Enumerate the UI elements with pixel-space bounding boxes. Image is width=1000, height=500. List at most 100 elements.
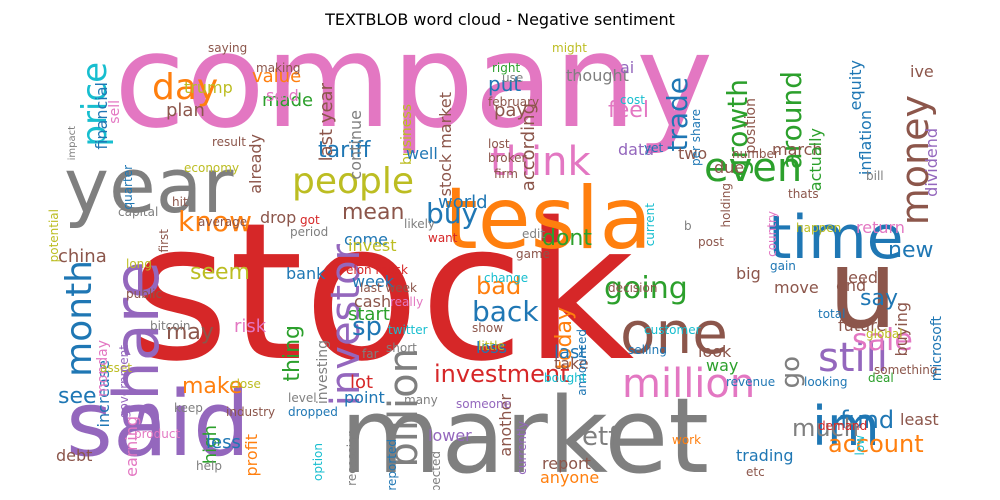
cloud-word: expected bbox=[429, 451, 443, 490]
cloud-word: china bbox=[58, 246, 107, 267]
cloud-word: profit bbox=[242, 434, 261, 477]
cloud-word: know bbox=[178, 205, 252, 238]
cloud-word: point bbox=[344, 388, 385, 407]
cloud-word: least bbox=[900, 410, 939, 429]
cloud-word: thing bbox=[280, 325, 305, 382]
cloud-word: move bbox=[774, 278, 819, 297]
cloud-word: etc bbox=[746, 465, 765, 479]
cloud-word: tariff bbox=[318, 138, 371, 163]
cloud-word: edit bbox=[522, 227, 546, 241]
cloud-word: twitter bbox=[388, 323, 428, 337]
cloud-word: plan bbox=[166, 100, 205, 121]
cloud-word: going bbox=[604, 271, 688, 306]
cloud-word: economy bbox=[184, 161, 240, 175]
cloud-word: revenue bbox=[726, 375, 776, 389]
cloud-word: want bbox=[428, 231, 458, 245]
cloud-word: game bbox=[516, 247, 551, 261]
cloud-word: elon musk bbox=[346, 263, 408, 277]
cloud-word: make bbox=[182, 374, 243, 399]
cloud-word: help bbox=[196, 459, 222, 473]
cloud-word: anyone bbox=[540, 468, 600, 487]
cloud-word: change bbox=[484, 271, 529, 285]
chart-title: TEXTBLOB word cloud - Negative sentiment bbox=[325, 10, 675, 29]
cloud-word: debt bbox=[56, 446, 93, 465]
cloud-word: little bbox=[478, 339, 505, 353]
cloud-word: future bbox=[838, 316, 887, 335]
cloud-word: time bbox=[768, 203, 904, 273]
cloud-word: broker bbox=[488, 151, 527, 165]
cloud-word: february bbox=[488, 95, 540, 109]
cloud-word: may bbox=[166, 320, 214, 345]
cloud-word: invest bbox=[348, 236, 397, 255]
cloud-word: low bbox=[853, 435, 867, 456]
cloud-word: bad bbox=[476, 272, 522, 300]
cloud-word: earning bbox=[122, 416, 141, 477]
cloud-word: go bbox=[776, 356, 806, 389]
cloud-word: think bbox=[490, 139, 591, 185]
cloud-word: far bbox=[362, 347, 379, 361]
cloud-word: number bbox=[732, 147, 779, 161]
cloud-word: mean bbox=[342, 200, 405, 225]
cloud-word: demand bbox=[818, 419, 868, 433]
cloud-word: public bbox=[126, 287, 163, 301]
cloud-word: last week bbox=[360, 281, 417, 295]
cloud-word: gain bbox=[770, 259, 796, 273]
cloud-word: right bbox=[492, 61, 521, 75]
cloud-word: start bbox=[348, 304, 390, 325]
cloud-word: total bbox=[818, 307, 846, 321]
cloud-word: microsoft bbox=[929, 316, 945, 382]
cloud-word: investment bbox=[434, 360, 570, 388]
cloud-word: bought bbox=[544, 371, 587, 385]
cloud-word: per share bbox=[689, 109, 703, 167]
cloud-word: country bbox=[765, 211, 779, 257]
cloud-word: company bbox=[114, 42, 714, 157]
cloud-word: short bbox=[386, 341, 417, 355]
cloud-word: close bbox=[230, 377, 261, 391]
cloud-word: got bbox=[300, 213, 320, 227]
cloud-word: potential bbox=[48, 209, 61, 263]
cloud-word: someone bbox=[456, 397, 511, 411]
cloud-word: still bbox=[818, 335, 888, 381]
cloud-word: need bbox=[838, 268, 878, 287]
cloud-word: according bbox=[518, 103, 539, 192]
cloud-word: selling bbox=[628, 343, 667, 357]
cloud-word: option bbox=[311, 443, 325, 481]
cloud-word: dividend bbox=[922, 128, 941, 197]
cloud-word: bill bbox=[866, 169, 884, 183]
cloud-word: equity bbox=[846, 60, 865, 111]
cloud-word: trump bbox=[184, 78, 233, 97]
cloud-word: buy bbox=[426, 197, 479, 230]
cloud-word: loss bbox=[476, 338, 507, 357]
cloud-word: etf bbox=[582, 422, 618, 452]
cloud-word: impact bbox=[67, 126, 78, 161]
cloud-word: ai bbox=[620, 58, 635, 77]
cloud-word: world bbox=[438, 192, 488, 213]
cloud-word: stock market bbox=[436, 92, 455, 197]
cloud-word: week bbox=[352, 272, 395, 291]
cloud-word: lot bbox=[350, 372, 374, 393]
cloud-word: made bbox=[262, 90, 314, 111]
cloud-word: day bbox=[152, 67, 219, 108]
cloud-word: people bbox=[292, 161, 415, 202]
cloud-word: report bbox=[542, 454, 591, 473]
cloud-word: dont bbox=[542, 226, 592, 251]
cloud-word: recession bbox=[345, 429, 359, 486]
cloud-word: end bbox=[836, 276, 867, 295]
cloud-word: year bbox=[64, 141, 234, 230]
cloud-word: value bbox=[252, 66, 302, 87]
cloud-word: bitcoin bbox=[150, 319, 191, 333]
cloud-word: thats bbox=[788, 187, 819, 201]
cloud-word: currently bbox=[515, 421, 529, 475]
cloud-word: customer bbox=[644, 323, 701, 337]
cloud-word: seem bbox=[190, 260, 250, 285]
cloud-word: data bbox=[618, 140, 655, 159]
cloud-word: risk bbox=[234, 316, 267, 337]
cloud-word: might bbox=[552, 42, 587, 55]
cloud-word: sp bbox=[352, 312, 383, 342]
cloud-word: cash bbox=[354, 292, 392, 311]
cloud-word: period bbox=[290, 225, 329, 239]
cloud-word: put bbox=[488, 72, 522, 96]
cloud-word: really bbox=[390, 295, 424, 309]
cloud-word: many bbox=[404, 393, 438, 407]
cloud-word: actually bbox=[806, 128, 825, 192]
